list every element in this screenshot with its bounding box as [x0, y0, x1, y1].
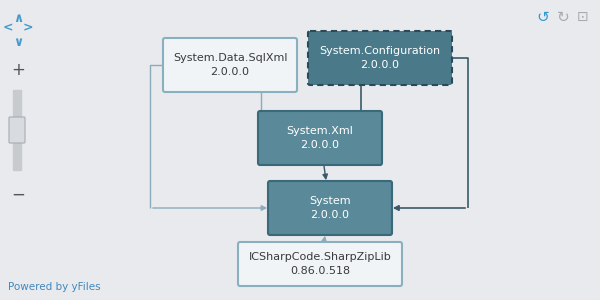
Text: ⊡: ⊡ [577, 10, 589, 24]
FancyBboxPatch shape [9, 117, 25, 143]
Text: −: − [11, 186, 25, 204]
Text: ↻: ↻ [557, 10, 569, 25]
Text: Powered by yFiles: Powered by yFiles [8, 282, 101, 292]
FancyBboxPatch shape [163, 38, 297, 92]
Bar [13, 90, 21, 170]
Text: System.Xml
2.0.0.0: System.Xml 2.0.0.0 [287, 126, 353, 150]
Text: ∨: ∨ [13, 35, 23, 49]
Text: ↺: ↺ [536, 10, 550, 25]
Text: +: + [11, 61, 25, 79]
Text: System.Configuration
2.0.0.0: System.Configuration 2.0.0.0 [319, 46, 440, 70]
FancyBboxPatch shape [308, 31, 452, 85]
Text: ∧: ∧ [13, 12, 23, 25]
Text: System.Data.SqlXml
2.0.0.0: System.Data.SqlXml 2.0.0.0 [173, 52, 287, 77]
Text: System
2.0.0.0: System 2.0.0.0 [309, 196, 351, 220]
Text: ICSharpCode.SharpZipLib
0.86.0.518: ICSharpCode.SharpZipLib 0.86.0.518 [248, 252, 391, 276]
FancyBboxPatch shape [268, 181, 392, 235]
Text: <: < [3, 22, 13, 34]
Text: >: > [23, 22, 33, 34]
FancyBboxPatch shape [238, 242, 402, 286]
FancyBboxPatch shape [258, 111, 382, 165]
